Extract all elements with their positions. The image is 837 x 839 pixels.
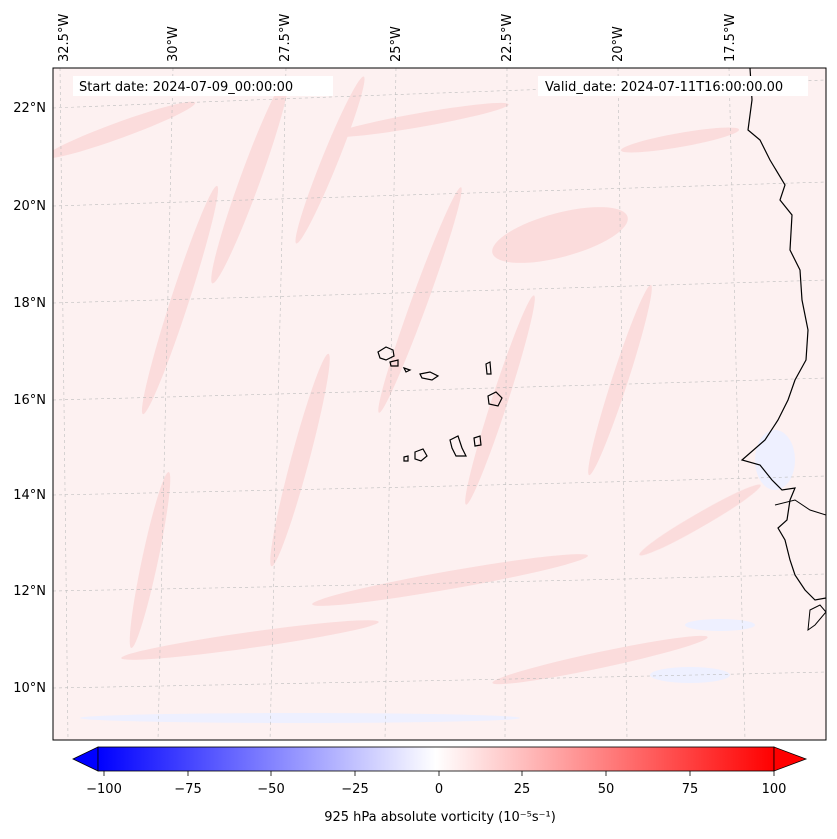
bijagos-islands	[807, 604, 826, 632]
colorbar-tick-label: −100	[86, 782, 122, 797]
colorbar-tick-label: 75	[682, 782, 699, 797]
colorbar-tick-label: 50	[598, 782, 615, 797]
colorbar-label: 925 hPa absolute vorticity (10⁻⁵s⁻¹)	[324, 810, 556, 825]
start-date-box	[73, 76, 333, 96]
colorbar-ticks	[103, 771, 775, 776]
colorbar-scale	[97, 746, 775, 772]
lat-label: 10°N	[13, 681, 46, 696]
lon-label: 20°W	[611, 26, 626, 62]
lon-label: 22.5°W	[500, 14, 515, 62]
lon-label: 27.5°W	[278, 14, 293, 62]
lat-label: 12°N	[13, 584, 46, 599]
lat-label: 16°N	[13, 393, 46, 408]
lon-label: 30°W	[166, 26, 181, 62]
map-panel[interactable]	[42, 68, 826, 740]
lat-label: 20°N	[13, 199, 46, 214]
africa-coastline	[740, 68, 826, 601]
valid-date-box	[538, 76, 808, 96]
map-frame	[52, 67, 827, 741]
colorbar-tick-label: 0	[435, 782, 443, 797]
gambia-river-coast	[774, 499, 826, 516]
map-gridlines	[53, 68, 826, 740]
cape-verde-islands	[377, 346, 503, 462]
colorbar-min-extend	[72, 746, 99, 772]
negative-vorticity-streaks	[80, 430, 795, 723]
lon-label: 17.5°W	[723, 14, 738, 62]
positive-vorticity-streaks	[53, 76, 761, 685]
vorticity-field	[53, 68, 826, 740]
colorbar-tick-label: 100	[762, 782, 787, 797]
colorbar-tick-label: −75	[174, 782, 201, 797]
valid-date-label: Valid_date: 2024-07-11T16:00:00.00	[545, 80, 783, 95]
lat-label: 18°N	[13, 296, 46, 311]
lon-label: 32.5°W	[57, 14, 72, 62]
colorbar-max-extend	[773, 746, 808, 772]
colorbar-tick-label: −50	[257, 782, 284, 797]
start-date-label: Start date: 2024-07-09_00:00:00	[79, 80, 293, 95]
lat-label: 14°N	[13, 488, 46, 503]
lon-label: 25°W	[389, 26, 404, 62]
colorbar: −100 −75 −50 −25 0 25 50 75 100 925 hPa …	[72, 746, 808, 825]
colorbar-tick-label: −25	[341, 782, 368, 797]
colorbar-tick-label: 25	[514, 782, 531, 797]
lat-label: 22°N	[13, 101, 46, 116]
